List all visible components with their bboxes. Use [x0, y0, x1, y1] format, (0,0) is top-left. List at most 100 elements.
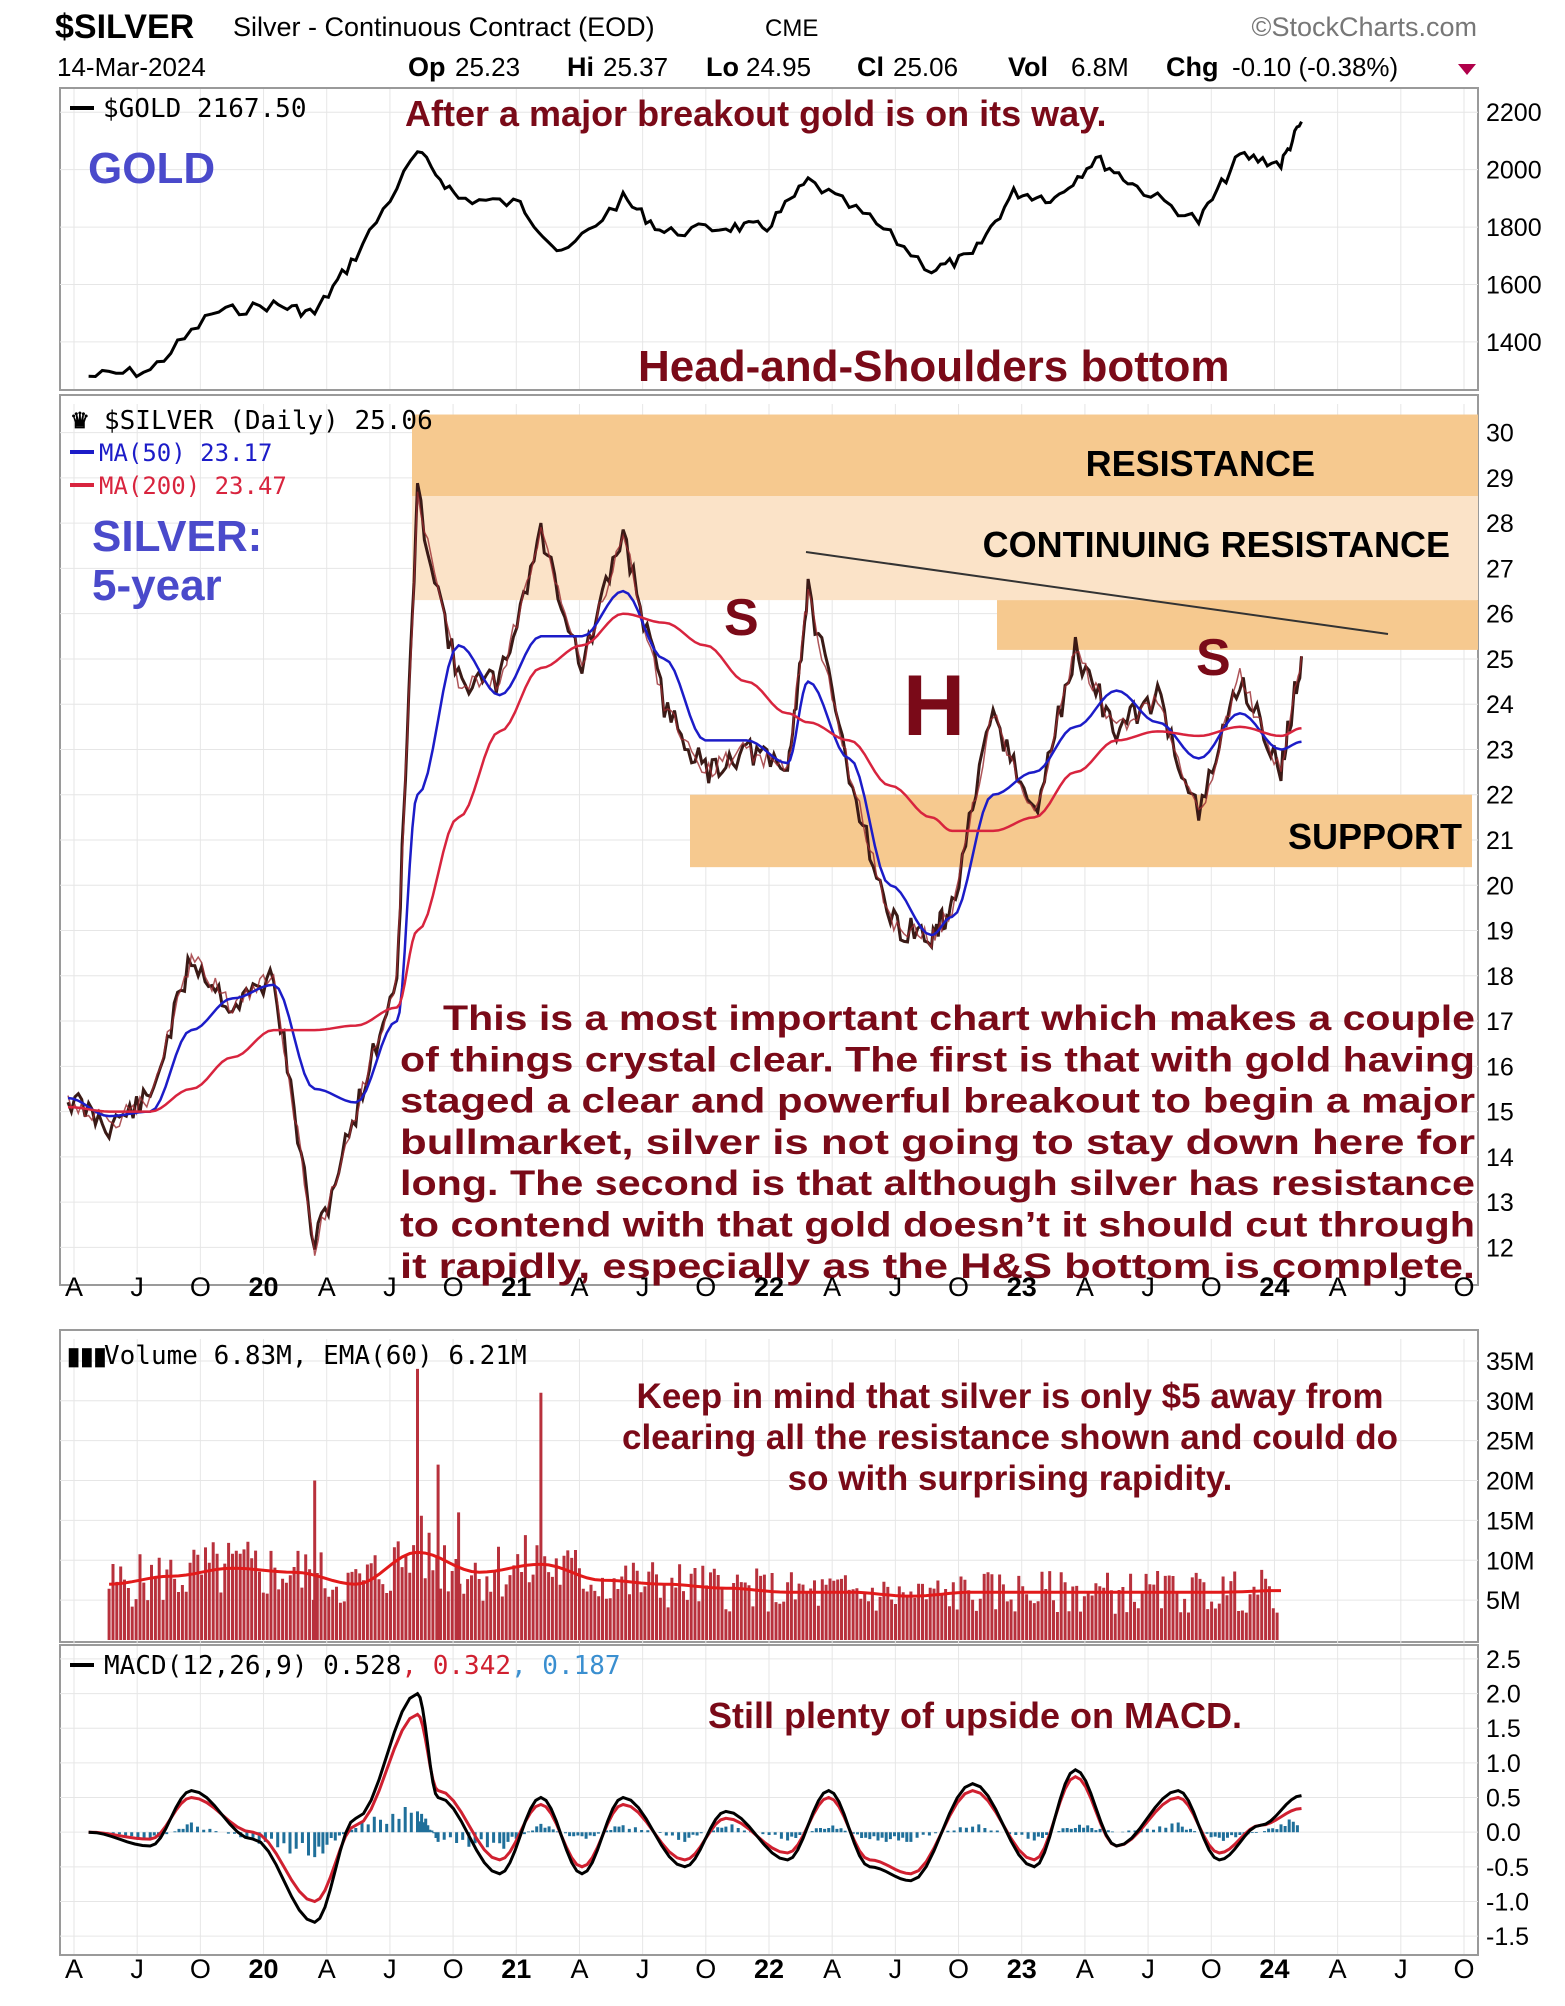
gold-label: GOLD: [88, 144, 215, 193]
x-tick-label-0-17: J: [1141, 1272, 1155, 1302]
y-tick-label-2-0: 35M: [1486, 1348, 1535, 1376]
gold-legend: $GOLD 2167.50: [103, 94, 307, 124]
y-tick-label-3-1: 2.0: [1486, 1681, 1521, 1709]
left-shoulder-label: S: [724, 589, 759, 647]
x-tick-label-1-0: A: [65, 1954, 83, 1984]
y-tick-label-1-3: 27: [1486, 555, 1514, 583]
silver-price-down-bars: [67, 491, 1303, 1256]
x-tick-label-1-11: 22: [754, 1954, 784, 1984]
y-tick-label-3-5: 0.0: [1486, 1819, 1521, 1847]
x-tick-label-1-6: O: [443, 1954, 464, 1984]
y-tick-label-2-3: 20M: [1486, 1468, 1535, 1496]
x-tick-label-0-22: O: [1453, 1272, 1474, 1302]
op-value: 25.23: [455, 52, 520, 82]
y-tick-label-1-4: 26: [1486, 601, 1514, 629]
commentary-line-6: it rapidly, especially as the H&S bottom…: [400, 1247, 1475, 1286]
macd-legend: MACD(12,26,9) 0.528, 0.342, 0.187: [104, 1651, 621, 1681]
macd-legend-main: MACD(12,26,9) 0.528: [104, 1651, 401, 1681]
x-tick-label-0-19: 24: [1259, 1272, 1289, 1302]
cl-label: Cl: [857, 52, 884, 82]
silver-legend: $SILVER (Daily) 25.06: [104, 406, 433, 436]
y-tick-label-1-2: 28: [1486, 510, 1514, 538]
hi-label: Hi: [567, 52, 594, 82]
y-tick-label-3-6: -0.5: [1486, 1854, 1529, 1882]
y-tick-label-1-9: 21: [1486, 827, 1514, 855]
y-tick-label-3-0: 2.5: [1486, 1646, 1521, 1674]
y-tick-label-3-7: -1.0: [1486, 1888, 1529, 1916]
y-tick-label-2-5: 10M: [1486, 1547, 1535, 1575]
vol-value: 6.8M: [1071, 52, 1129, 82]
header-brand: ©StockCharts.com: [1252, 12, 1477, 42]
series-layer: [66, 121, 1303, 1925]
x-tick-label-0-12: A: [823, 1272, 841, 1302]
volume-annotation-line-0: Keep in mind that silver is only $5 away…: [637, 1377, 1384, 1416]
x-tick-label-1-17: J: [1141, 1954, 1155, 1984]
volume-bars-icon: ▮▮▮: [67, 1343, 107, 1370]
x-tick-label-1-3: 20: [249, 1954, 279, 1984]
silver-subtitle: 5-year: [92, 561, 222, 610]
y-tick-label-1-16: 14: [1486, 1144, 1514, 1172]
x-tick-label-0-3: 20: [249, 1272, 279, 1302]
x-tick-label-0-2: O: [190, 1272, 211, 1302]
x-tick-label-1-2: O: [190, 1954, 211, 1984]
commentary-block: This is a most important chart which mak…: [400, 999, 1475, 1286]
x-tick-label-1-10: O: [695, 1954, 716, 1984]
op-label: Op: [408, 52, 446, 82]
x-tick-label-1-4: A: [318, 1954, 336, 1984]
commentary-line-5: to contend with that gold doesn’t it sho…: [400, 1206, 1475, 1245]
x-tick-label-0-14: O: [948, 1272, 969, 1302]
x-tick-label-0-10: O: [695, 1272, 716, 1302]
header-symbol: $SILVER: [55, 8, 194, 46]
ma50-legend: MA(50) 23.17: [99, 439, 272, 467]
macd-annotation: Still plenty of upside on MACD.: [708, 1695, 1242, 1736]
y-tick-label-1-11: 19: [1486, 918, 1514, 946]
continuing-resistance-label: CONTINUING RESISTANCE: [983, 524, 1450, 565]
x-tick-label-1-8: A: [570, 1954, 588, 1984]
y-tick-label-0-2: 1800: [1486, 214, 1542, 242]
y-tick-label-1-8: 22: [1486, 782, 1514, 810]
commentary-line-0: This is a most important chart which mak…: [443, 999, 1475, 1038]
x-tick-label-1-14: O: [948, 1954, 969, 1984]
gold-panel-frame: [59, 87, 1479, 391]
x-tick-label-0-8: A: [570, 1272, 588, 1302]
x-tick-label-1-5: J: [383, 1954, 397, 1984]
x-tick-label-0-7: 21: [501, 1272, 531, 1302]
x-tick-label-0-6: O: [443, 1272, 464, 1302]
x-tick-label-1-22: O: [1453, 1954, 1474, 1984]
x-tick-label-1-1: J: [130, 1954, 144, 1984]
gold-price-line: [88, 121, 1303, 379]
volume-legend: Volume 6.83M, EMA(60) 6.21M: [104, 1341, 527, 1371]
support-zone: [690, 794, 1472, 868]
y-tick-label-1-1: 29: [1486, 465, 1514, 493]
y-tick-label-0-0: 2200: [1486, 99, 1542, 127]
y-tick-label-2-6: 5M: [1486, 1587, 1521, 1615]
y-tick-label-1-13: 17: [1486, 1008, 1514, 1036]
chg-label: Chg: [1166, 52, 1218, 82]
x-tick-label-0-21: J: [1394, 1272, 1408, 1302]
y-tick-label-1-10: 20: [1486, 872, 1514, 900]
y-tick-label-3-4: 0.5: [1486, 1785, 1521, 1813]
continuing-resistance-zone: [412, 496, 1478, 601]
y-tick-label-0-3: 1600: [1486, 272, 1542, 300]
y-tick-label-1-7: 23: [1486, 736, 1514, 764]
y-tick-label-2-4: 15M: [1486, 1507, 1535, 1535]
hi-value: 25.37: [603, 52, 668, 82]
pattern-label: Head-and-Shoulders bottom: [638, 342, 1230, 391]
x-tick-label-1-21: J: [1394, 1954, 1408, 1984]
gold-annotation: After a major breakout gold is on its wa…: [405, 93, 1106, 134]
ma200-line: [67, 612, 1302, 1113]
ma200-legend: MA(200) 23.47: [99, 472, 287, 500]
header-quote: Op 25.23 Hi 25.37 Lo 24.95 Cl 25.06 Vol …: [408, 52, 1476, 82]
macd-line: [88, 1691, 1302, 1925]
x-tick-label-0-9: J: [636, 1272, 650, 1302]
ma50-line: [67, 589, 1302, 1118]
right-shoulder-label: S: [1196, 629, 1231, 687]
y-axes: 2200 2000 1800 1600 1400 30 29 28 27 26 25 24 23 22 21…: [1486, 99, 1542, 1951]
x-tick-label-1-15: 23: [1007, 1954, 1037, 1984]
right-resistance-zone: [997, 600, 1478, 650]
lo-value: 24.95: [746, 52, 811, 82]
x-tick-label-1-9: J: [636, 1954, 650, 1984]
down-arrow-icon: [1458, 64, 1476, 75]
y-tick-label-1-6: 24: [1486, 691, 1514, 719]
